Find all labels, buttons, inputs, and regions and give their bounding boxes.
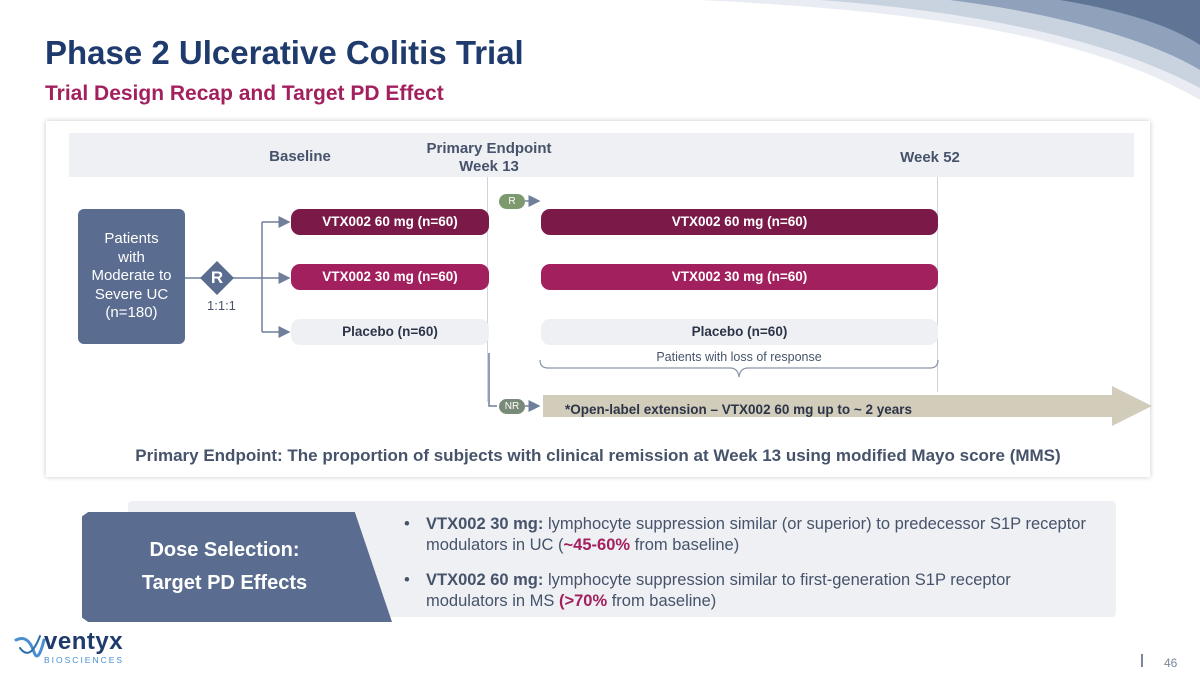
bullet-30mg-tail: from baseline): [630, 536, 740, 554]
randomization-symbol: R: [210, 268, 224, 287]
page-subtitle: Trial Design Recap and Target PD Effect: [45, 82, 444, 105]
primary-endpoint-text: Primary Endpoint: The proportion of subj…: [135, 446, 1061, 465]
patients-line2: with: [118, 248, 145, 266]
page-title: Phase 2 Ulcerative Colitis Trial: [45, 34, 524, 71]
header-week52: Week 52: [900, 149, 960, 166]
bullet-60mg-text: lymphocyte suppression similar to first-…: [426, 571, 1011, 610]
responder-tag: R: [499, 194, 525, 209]
dose-selection-line2: Target PD Effects: [141, 572, 308, 594]
page-number-divider: [1141, 654, 1143, 667]
timeline-header-band: [69, 133, 1134, 177]
induction-arm-placebo: Placebo (n=60): [291, 319, 489, 345]
bullet-60mg-tail: from baseline): [607, 592, 717, 610]
trial-design-panel: [46, 121, 1150, 477]
header-baseline: Baseline: [269, 148, 331, 165]
dose-bullets: VTX002 30 mg: lymphocyte suppression sim…: [404, 514, 1094, 626]
patients-line1: Patients: [104, 230, 159, 248]
patients-line4: Severe UC: [94, 285, 169, 303]
page-number: 46: [1164, 656, 1178, 670]
ventyx-logo-mark: [14, 635, 46, 658]
randomization-ratio: 1:1:1: [207, 298, 236, 313]
logo-tagline: BIOSCIENCES: [44, 655, 125, 665]
dose-selection-label-shape: [82, 512, 392, 622]
maintenance-arm-30mg: VTX002 30 mg (n=60): [541, 264, 938, 290]
week52-divider: [937, 177, 938, 392]
bullet-30mg-text: lymphocyte suppression similar (or super…: [426, 515, 1086, 554]
week13-divider: [487, 177, 488, 402]
induction-arm-30mg: VTX002 30 mg (n=60): [291, 264, 489, 290]
header-primary-endpoint-line1: Primary Endpoint: [426, 140, 552, 157]
patients-line5: (n=180): [105, 304, 158, 322]
maintenance-arm-placebo: Placebo (n=60): [541, 319, 938, 345]
bullet-30mg-highlight: ~45-60%: [563, 536, 631, 554]
maintenance-arm-60mg: VTX002 60 mg (n=60): [541, 209, 938, 235]
bullet-60mg-lead: VTX002 60 mg:: [426, 571, 544, 589]
non-responder-tag: NR: [499, 399, 525, 414]
header-primary-endpoint-line2: Week 13: [459, 158, 519, 175]
induction-arm-60mg: VTX002 60 mg (n=60): [291, 209, 489, 235]
logo-wordmark: ventyx: [44, 628, 124, 655]
header-primary-endpoint: Primary Endpoint Week 13: [400, 140, 578, 176]
patients-line3: Moderate to: [91, 267, 172, 285]
loss-of-response-label: Patients with loss of response: [656, 350, 822, 364]
bullet-60mg-highlight: (>70%: [558, 592, 608, 610]
dose-selection-label: Dose Selection: Target PD Effects: [82, 534, 367, 600]
bullet-30mg: VTX002 30 mg: lymphocyte suppression sim…: [404, 514, 1094, 556]
patients-box: Patients with Moderate to Severe UC (n=1…: [78, 209, 185, 344]
open-label-extension-label: *Open-label extension – VTX002 60 mg up …: [565, 402, 913, 417]
bullet-30mg-lead: VTX002 30 mg:: [426, 515, 544, 533]
bullet-60mg: VTX002 60 mg: lymphocyte suppression sim…: [404, 570, 1094, 612]
dose-selection-line1: Dose Selection:: [149, 539, 300, 561]
